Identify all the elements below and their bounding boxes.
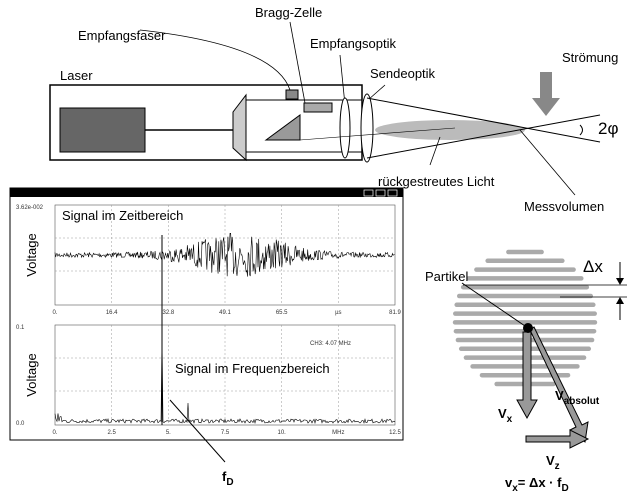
label-sub: D — [226, 477, 233, 488]
lens — [361, 94, 373, 162]
y-axis-label: Voltage — [24, 233, 39, 276]
flow-arrow — [532, 72, 560, 116]
x-tick-label: 0. — [52, 310, 57, 316]
leader — [368, 85, 385, 100]
plot-title: Signal im Zeitbereich — [62, 208, 183, 223]
label: Strömung — [562, 50, 618, 65]
y-min-label: 0.0 — [16, 421, 25, 427]
arrowhead — [616, 297, 624, 304]
label-sub: z — [555, 461, 560, 472]
label: Empfangsfaser — [78, 28, 166, 43]
mirror — [266, 115, 300, 140]
formula: vx= Δx · fD — [505, 475, 569, 494]
label: Partikel — [425, 269, 468, 284]
particle — [523, 323, 533, 333]
label: Vabsolut — [555, 388, 600, 407]
label: Vx — [498, 406, 513, 425]
label: Laser — [60, 68, 93, 83]
label: fD — [222, 469, 234, 488]
plot-note: CH3: 4.07 MHz — [310, 341, 351, 347]
bragg-cell — [304, 103, 332, 112]
x-tick-label: 81.9 — [389, 310, 401, 316]
label-main: V — [546, 453, 555, 468]
x-tick-label: 7.5 — [221, 430, 230, 436]
lens — [340, 98, 350, 158]
leader — [430, 137, 440, 165]
diagram: Bragg-Zelle Empfangsfaser Empfangsoptik … — [0, 0, 636, 496]
label: 2φ — [598, 119, 618, 138]
x-tick-label: 12.5 — [389, 430, 401, 436]
label: Δx — [583, 257, 603, 276]
arrowhead — [616, 278, 624, 285]
leader — [520, 130, 575, 195]
label: Bragg-Zelle — [255, 5, 322, 20]
label: rückgestreutes Licht — [378, 174, 495, 189]
title-bar — [10, 188, 403, 197]
label-main: V — [498, 406, 507, 421]
x-tick-label: 2.5 — [107, 430, 116, 436]
y-axis-label: Voltage — [24, 353, 39, 396]
laser-box — [60, 108, 145, 152]
label: Messvolumen — [524, 199, 604, 214]
x-tick-label: 65.5 — [276, 310, 288, 316]
x-tick-label: 0. — [52, 430, 57, 436]
plot-title: Signal im Frequenzbereich — [175, 361, 330, 376]
label-sub: D — [561, 483, 568, 494]
leader — [340, 55, 345, 105]
x-tick-label: 49.1 — [219, 310, 231, 316]
x-tick-label: µs — [335, 310, 341, 316]
x-tick-label: MHz — [332, 430, 344, 436]
angle-arc — [580, 125, 583, 135]
label: Empfangsoptik — [310, 36, 396, 51]
y-max-label: 3.62e-002 — [16, 205, 44, 211]
x-tick-label: 16.4 — [106, 310, 118, 316]
prism — [233, 95, 246, 160]
label: Vz — [546, 453, 560, 472]
backscatter — [375, 120, 525, 140]
x-tick-label: 10. — [277, 430, 286, 436]
label-main: V — [555, 388, 564, 403]
label-sub: x — [507, 414, 513, 425]
label-main: = Δx · f — [518, 475, 562, 490]
x-tick-label: 32.8 — [162, 310, 174, 316]
label: Sendeoptik — [370, 66, 436, 81]
x-tick-label: 5. — [166, 430, 171, 436]
fiber-coupler — [286, 90, 298, 99]
y-max-label: 0.1 — [16, 325, 25, 331]
label-sub: absolut — [564, 396, 600, 407]
